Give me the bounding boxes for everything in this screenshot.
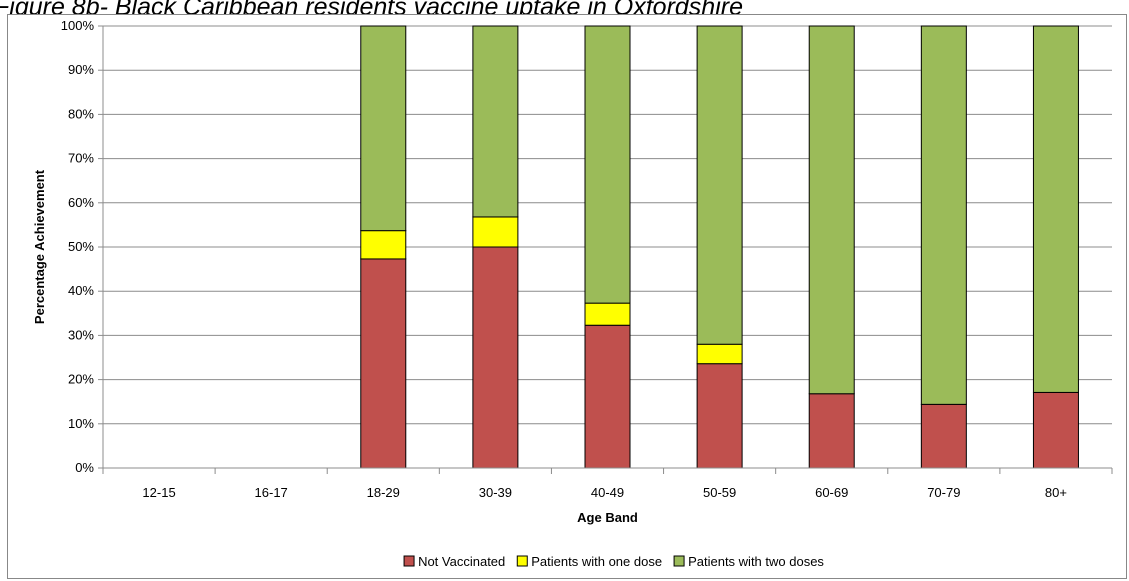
bar-segment	[696, 363, 743, 469]
y-tick-label: 90%	[68, 62, 94, 77]
x-tick-label: 70-79	[927, 485, 960, 500]
bar-segment	[360, 258, 407, 469]
y-tick-label: 40%	[68, 283, 94, 298]
bar-segment	[920, 403, 967, 469]
bar-segment	[472, 246, 519, 469]
x-tick-label: 18-29	[367, 485, 400, 500]
y-tick-label: 30%	[68, 327, 94, 342]
legend: Not Vaccinated Patients with one dose Pati…	[403, 554, 824, 569]
y-axis-title: Percentage Achievement	[32, 169, 47, 324]
x-tick-label: 12-15	[142, 485, 175, 500]
legend-swatch	[516, 555, 528, 567]
bars	[360, 25, 1079, 469]
y-tick-label: 70%	[68, 151, 94, 166]
bar-segment	[584, 302, 631, 326]
bar-segment	[920, 25, 967, 405]
x-tick-label: 30-39	[479, 485, 512, 500]
x-tick-label: 16-17	[255, 485, 288, 500]
y-tick-label: 0%	[75, 460, 94, 475]
bar-segment	[360, 230, 407, 260]
legend-swatch	[673, 555, 685, 567]
bar-segment	[1032, 25, 1079, 393]
bar-segment	[808, 393, 855, 469]
y-tick-label: 60%	[68, 195, 94, 210]
y-tick-label: 80%	[68, 106, 94, 121]
x-tick-label: 50-59	[703, 485, 736, 500]
y-tick-labels: 0% 10% 20% 30% 40% 50% 60% 70% 80% 90% 100%	[61, 18, 95, 475]
bar-segment	[584, 324, 631, 469]
x-tick-label: 80+	[1045, 485, 1067, 500]
legend-swatch	[403, 555, 415, 567]
x-tick-labels: 12-15 16-17 18-29 30-39 40-49 50-59 60-69 70-79…	[142, 485, 1067, 500]
y-tick-label: 50%	[68, 239, 94, 254]
bar-segment	[472, 216, 519, 248]
bar-segment	[360, 25, 407, 232]
axes	[102, 26, 1113, 474]
legend-label: Patients with two doses	[688, 554, 824, 569]
y-tick-label: 100%	[61, 18, 95, 33]
y-tick-label: 10%	[68, 416, 94, 431]
bar-segment	[696, 25, 743, 345]
x-tick-label: 60-69	[815, 485, 848, 500]
bar-segment	[808, 25, 855, 395]
bar-segment	[472, 25, 519, 218]
legend-label: Patients with one dose	[531, 554, 662, 569]
x-tick-label: 40-49	[591, 485, 624, 500]
bar-segment	[696, 343, 743, 365]
bar-segment	[1032, 391, 1079, 469]
legend-label: Not Vaccinated	[418, 554, 505, 569]
x-axis-title: Age Band	[577, 510, 638, 525]
bar-segment	[584, 25, 631, 304]
y-tick-label: 20%	[68, 372, 94, 387]
